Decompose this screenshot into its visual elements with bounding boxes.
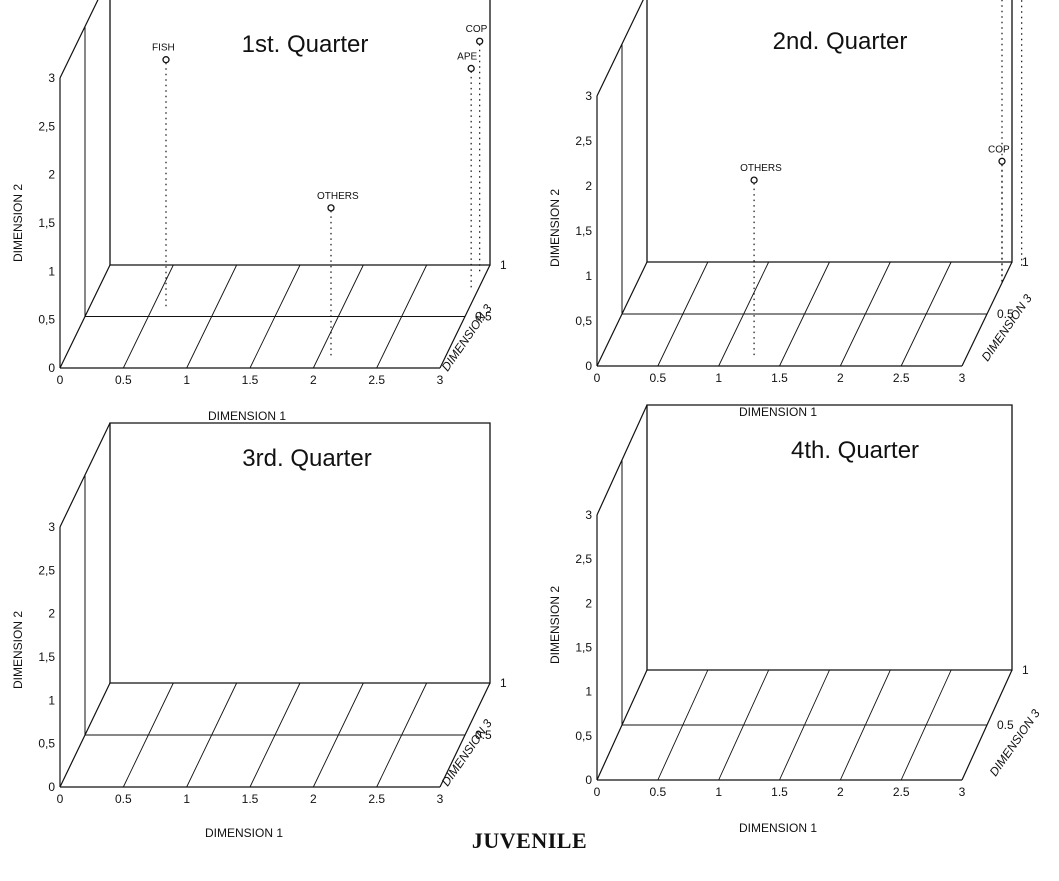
x-tick-label: 0.5 [115,792,132,806]
data-point-fish [162,56,170,64]
data-point-label: APE [457,51,477,62]
y-tick-label: 2,5 [575,134,592,148]
x-tick-label: 2.5 [368,373,385,387]
x-tick-label: 0 [57,373,64,387]
data-point-label: COP [466,24,488,35]
figure-label: JUVENILE [471,828,588,853]
z-axis-label: DIMENSION 3 [439,716,495,788]
data-point-cop [998,157,1006,165]
data-point-cop [476,37,484,45]
y-tick-label: 0 [48,780,55,794]
y-tick-label: 2 [585,596,592,610]
y-tick-label: 1,5 [38,216,55,230]
x-tick-label: 2 [310,373,317,387]
x-tick-label: 0.5 [115,373,132,387]
z-tick-label: 1 [500,676,507,690]
y-tick-label: 0,5 [575,314,592,328]
y-tick-label: 0,5 [575,729,592,743]
z-tick-label: 0.5 [997,718,1014,732]
z-tick-label: 0.5 [997,307,1014,321]
y-tick-label: 2,5 [38,119,55,133]
y-tick-label: 1,5 [38,650,55,664]
x-tick-label: 0 [594,371,601,385]
data-point-others [327,204,335,212]
panel-4: 4th. Quarter 0 0.5 1 1.5 2 2.5 3 0 0,5 1 1,5 2 2,5 3 0.… [548,404,1043,835]
x-tick-label: 1 [715,371,722,385]
y-tick-label: 2,5 [575,552,592,566]
y-tick-label: 1 [585,685,592,699]
x-tick-label: 2.5 [893,371,910,385]
x-tick-label: 2 [310,792,317,806]
data-point-label: OTHERS [740,163,782,174]
y-tick-label: 0,5 [38,313,55,327]
y-tick-label: 3 [585,508,592,522]
y-axis-label: DIMENSION 2 [548,189,562,267]
x-tick-label: 2 [837,785,844,799]
x-tick-label: 1.5 [242,792,259,806]
panel-title: 4th. Quarter [791,437,919,464]
data-point-others [750,176,758,184]
x-tick-label: 0.5 [649,371,666,385]
data-point-label: COP [988,144,1010,155]
x-tick-label: 3 [437,373,444,387]
panel-1: 1st. Quarter 0 0.5 1 1.5 2 2.5 3 0 0,5 1 1,5 2 2,5 3 0.… [11,0,507,423]
x-tick-label: 2.5 [368,792,385,806]
x-axis-label: DIMENSION 1 [739,405,817,419]
panel-title: 3rd. Quarter [242,445,371,472]
y-tick-label: 0 [48,361,55,375]
x-tick-label: 1 [183,373,190,387]
x-tick-label: 0.5 [649,785,666,799]
y-tick-label: 3 [48,520,55,534]
panel-2: 2nd. Quarter 0 0.5 1 1.5 2 2.5 3 0 0,5 1 1,5 2 2,5 3 0.… [548,0,1035,419]
y-tick-label: 0 [585,773,592,787]
x-tick-label: 2 [837,371,844,385]
z-tick-label: 1 [1022,663,1029,677]
data-point-label: OTHERS [317,191,359,202]
y-tick-label: 1,5 [575,224,592,238]
z-tick-label: 0.5 [475,728,492,742]
y-tick-label: 3 [48,71,55,85]
y-axis-label: DIMENSION 2 [11,611,25,689]
x-tick-label: 3 [959,785,966,799]
z-tick-label: 0.5 [475,310,492,324]
y-tick-label: 2 [585,179,592,193]
x-tick-label: 1 [715,785,722,799]
x-tick-label: 1.5 [771,371,788,385]
y-axis-label: DIMENSION 2 [548,586,562,664]
y-tick-label: 2 [48,168,55,182]
y-tick-label: 0,5 [38,737,55,751]
x-tick-label: 3 [959,371,966,385]
z-axis-label: DIMENSION 3 [979,291,1035,363]
panel-3: 3rd. Quarter 0 0.5 1 1.5 2 2.5 3 0 0,5 1 1,5 2 2,5 3 0.… [11,422,507,840]
z-tick-label: 1 [1022,255,1029,269]
x-axis-label: DIMENSION 1 [739,821,817,835]
x-tick-label: 3 [437,792,444,806]
z-axis-label: DIMENSION 3 [987,706,1043,778]
x-axis-label: DIMENSION 1 [205,826,283,840]
panel-title: 2nd. Quarter [773,28,908,55]
y-tick-label: 0 [585,359,592,373]
panel-title: 1st. Quarter [242,31,369,58]
y-tick-label: 2,5 [38,563,55,577]
x-tick-label: 1.5 [771,785,788,799]
data-point-ape [467,64,475,73]
x-tick-label: 1.5 [242,373,259,387]
x-tick-label: 2.5 [893,785,910,799]
y-tick-label: 1 [48,264,55,278]
data-point-label: FISH [152,43,175,54]
y-tick-label: 1,5 [575,641,592,655]
x-tick-label: 0 [57,792,64,806]
y-tick-label: 2 [48,607,55,621]
y-axis-label: DIMENSION 2 [11,184,25,262]
z-tick-label: 1 [500,258,507,272]
y-tick-label: 1 [48,693,55,707]
y-tick-label: 3 [585,89,592,103]
x-axis-label: DIMENSION 1 [208,409,286,423]
x-tick-label: 0 [594,785,601,799]
y-tick-label: 1 [585,269,592,283]
x-tick-label: 1 [183,792,190,806]
